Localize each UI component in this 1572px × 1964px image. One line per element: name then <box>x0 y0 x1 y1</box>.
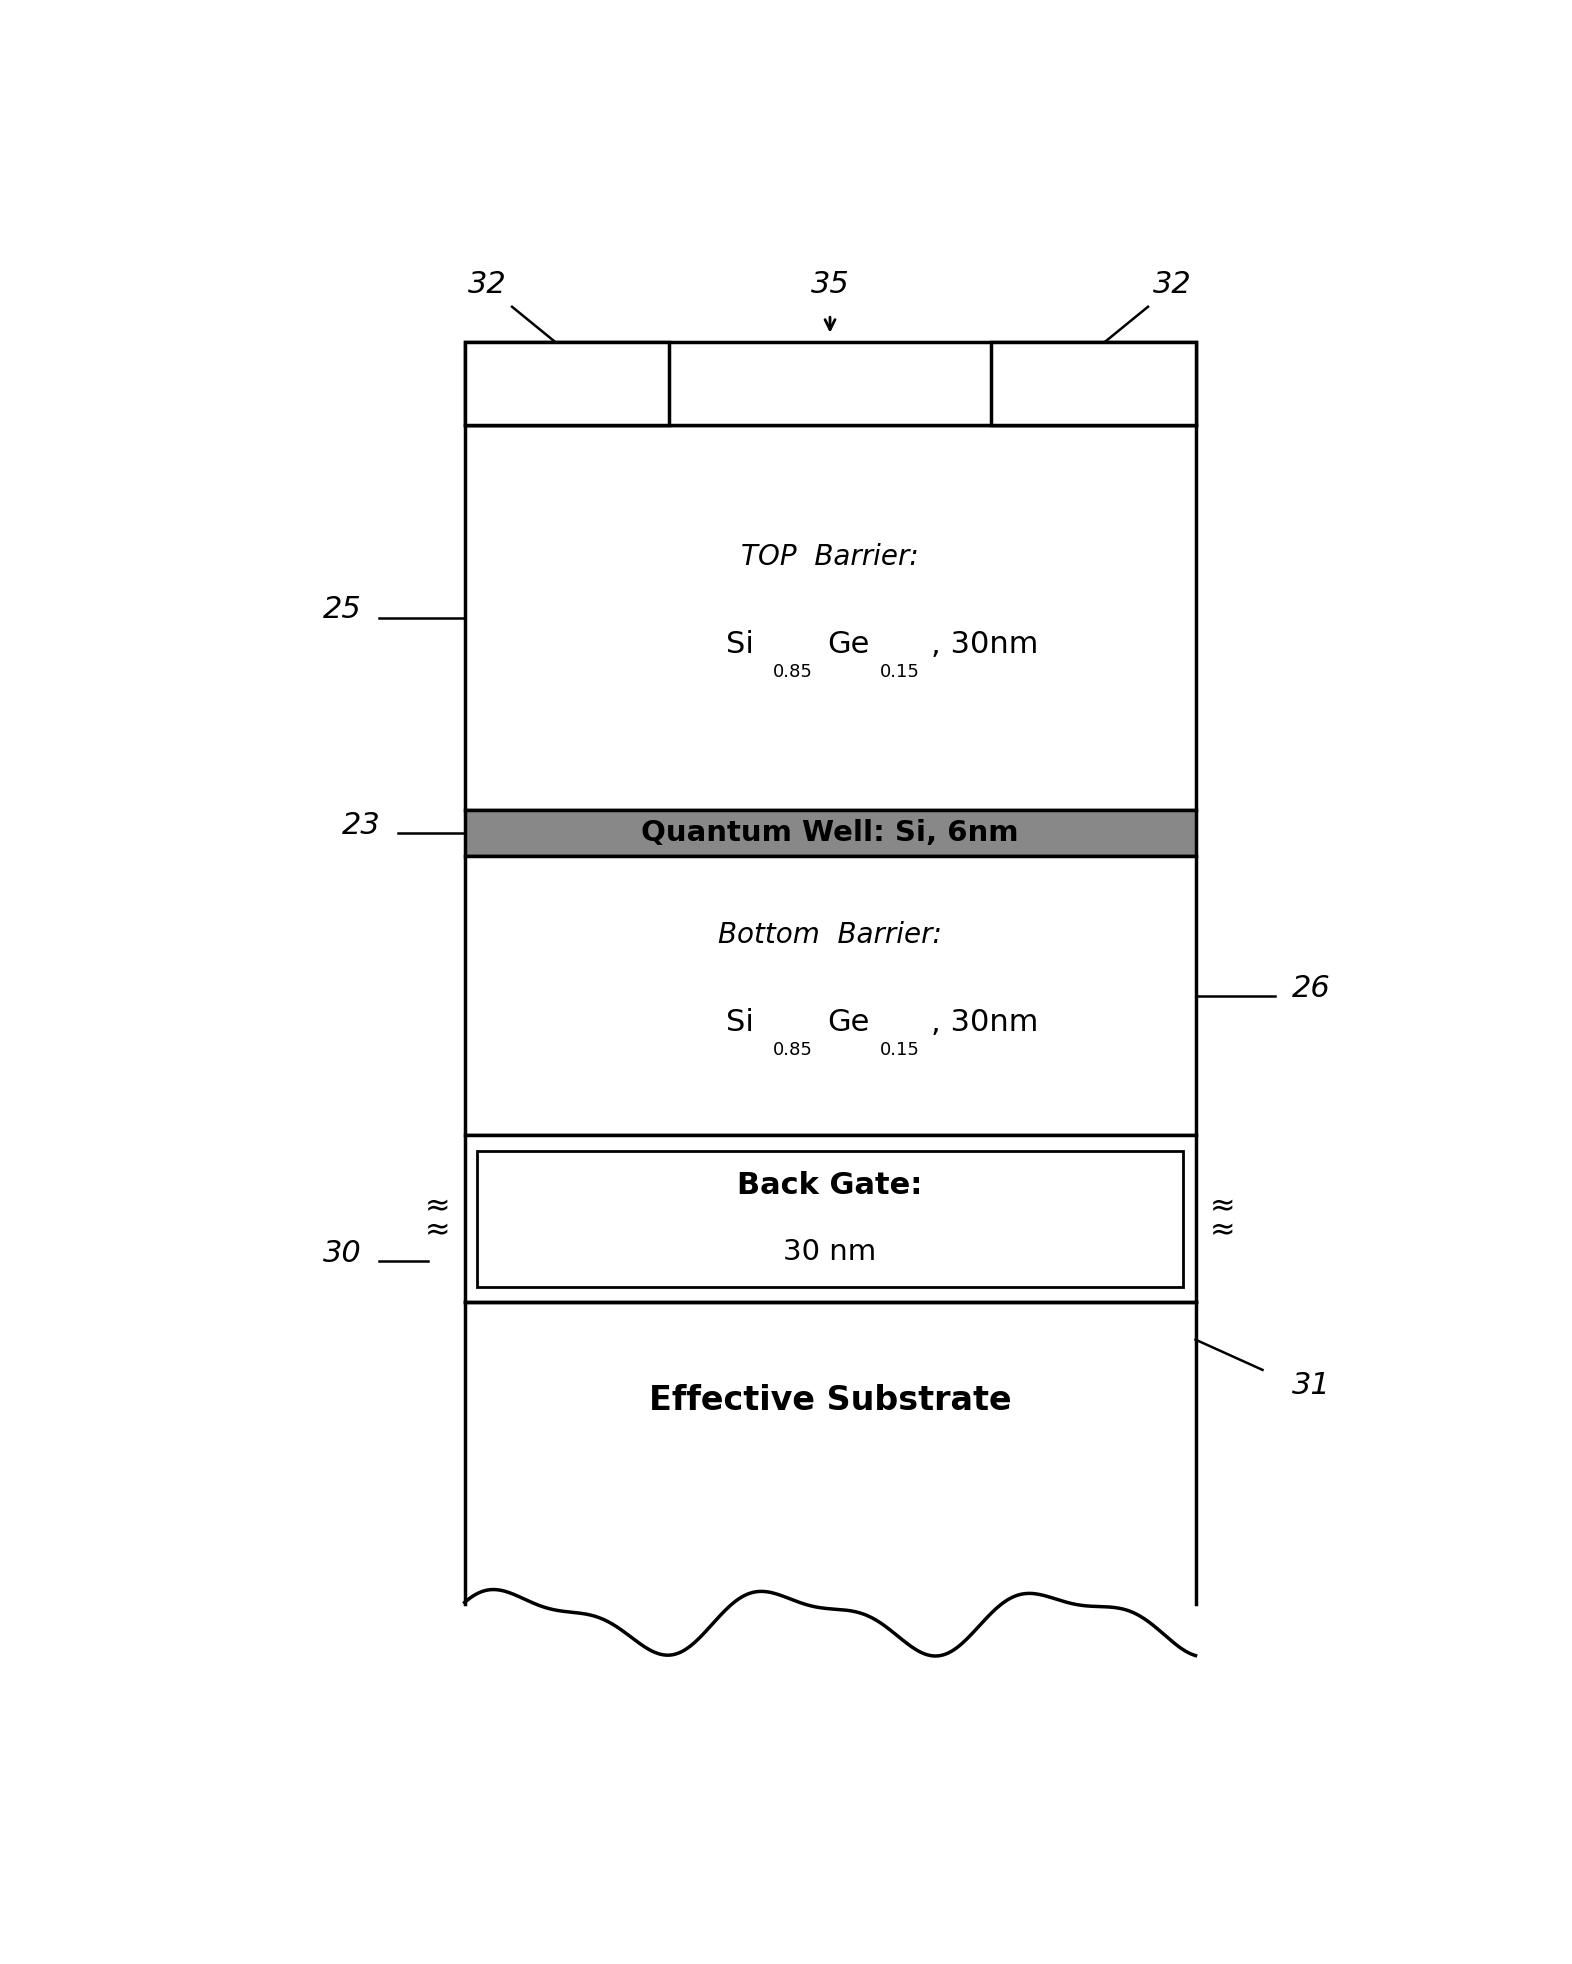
Text: 26: 26 <box>1292 974 1330 1002</box>
Bar <box>465 342 1195 424</box>
Text: Back Gate:: Back Gate: <box>737 1171 923 1200</box>
Text: Gate: Gate <box>1053 369 1133 397</box>
Text: Si: Si <box>726 630 755 660</box>
Bar <box>465 856 1195 1135</box>
Text: Ge: Ge <box>827 630 869 660</box>
Bar <box>465 342 670 424</box>
Text: ≈: ≈ <box>1209 1192 1236 1222</box>
Bar <box>465 811 1195 856</box>
Text: 0.15: 0.15 <box>880 664 920 682</box>
Text: Quantum Well: Si, 6nm: Quantum Well: Si, 6nm <box>641 819 1019 846</box>
Bar <box>465 1135 1195 1302</box>
Text: 32: 32 <box>468 269 508 299</box>
Text: 30: 30 <box>324 1239 362 1269</box>
Text: ≈: ≈ <box>1209 1216 1236 1245</box>
Text: 30 nm: 30 nm <box>783 1237 877 1267</box>
Text: TOP  Barrier:: TOP Barrier: <box>740 542 920 572</box>
Bar <box>465 424 1195 811</box>
Text: Bottom  Barrier:: Bottom Barrier: <box>718 921 942 949</box>
Bar <box>990 342 1195 424</box>
Text: 23: 23 <box>341 811 380 841</box>
Text: ≈: ≈ <box>424 1216 451 1245</box>
Text: ≈: ≈ <box>424 1192 451 1222</box>
Text: Si: Si <box>726 1008 755 1037</box>
Text: Gate: Gate <box>527 369 607 397</box>
Text: Effective Substrate: Effective Substrate <box>649 1383 1011 1416</box>
Text: , 30nm: , 30nm <box>931 630 1039 660</box>
Text: 31: 31 <box>1292 1371 1330 1400</box>
Text: Ge: Ge <box>827 1008 869 1037</box>
Text: 0.85: 0.85 <box>773 664 813 682</box>
Text: 0.85: 0.85 <box>773 1041 813 1059</box>
Bar <box>476 1151 1184 1286</box>
Text: 35: 35 <box>811 269 849 299</box>
Text: 25: 25 <box>324 595 362 625</box>
Text: 0.15: 0.15 <box>880 1041 920 1059</box>
Text: , 30nm: , 30nm <box>931 1008 1039 1037</box>
Text: 32: 32 <box>1152 269 1192 299</box>
